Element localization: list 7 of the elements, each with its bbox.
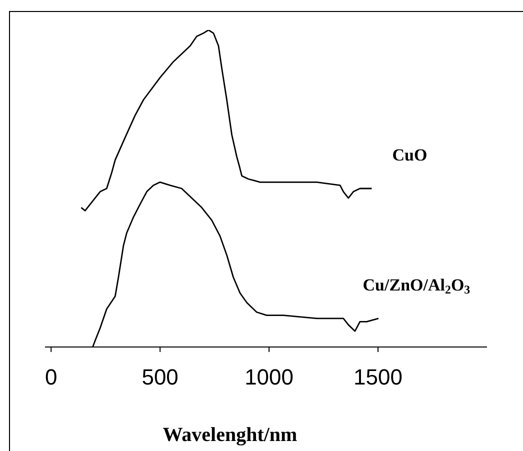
x-tick-label: 1500 [354, 364, 402, 390]
x-tick-label: 0 [44, 364, 58, 390]
x-tick-label: 1000 [244, 364, 294, 390]
series-label: Cu/ZnO/Al$_{2}$O$_{3}$ [362, 275, 470, 296]
x-tick-label: 500 [142, 364, 178, 390]
x-axis-title: Wavelenght/nm [162, 424, 298, 446]
series-label: CuO [392, 146, 428, 164]
